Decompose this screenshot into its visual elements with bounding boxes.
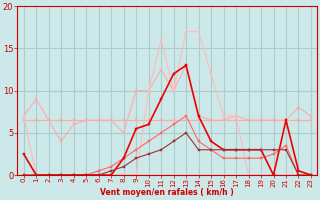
X-axis label: Vent moyen/en rafales ( km/h ): Vent moyen/en rafales ( km/h )	[100, 188, 234, 197]
